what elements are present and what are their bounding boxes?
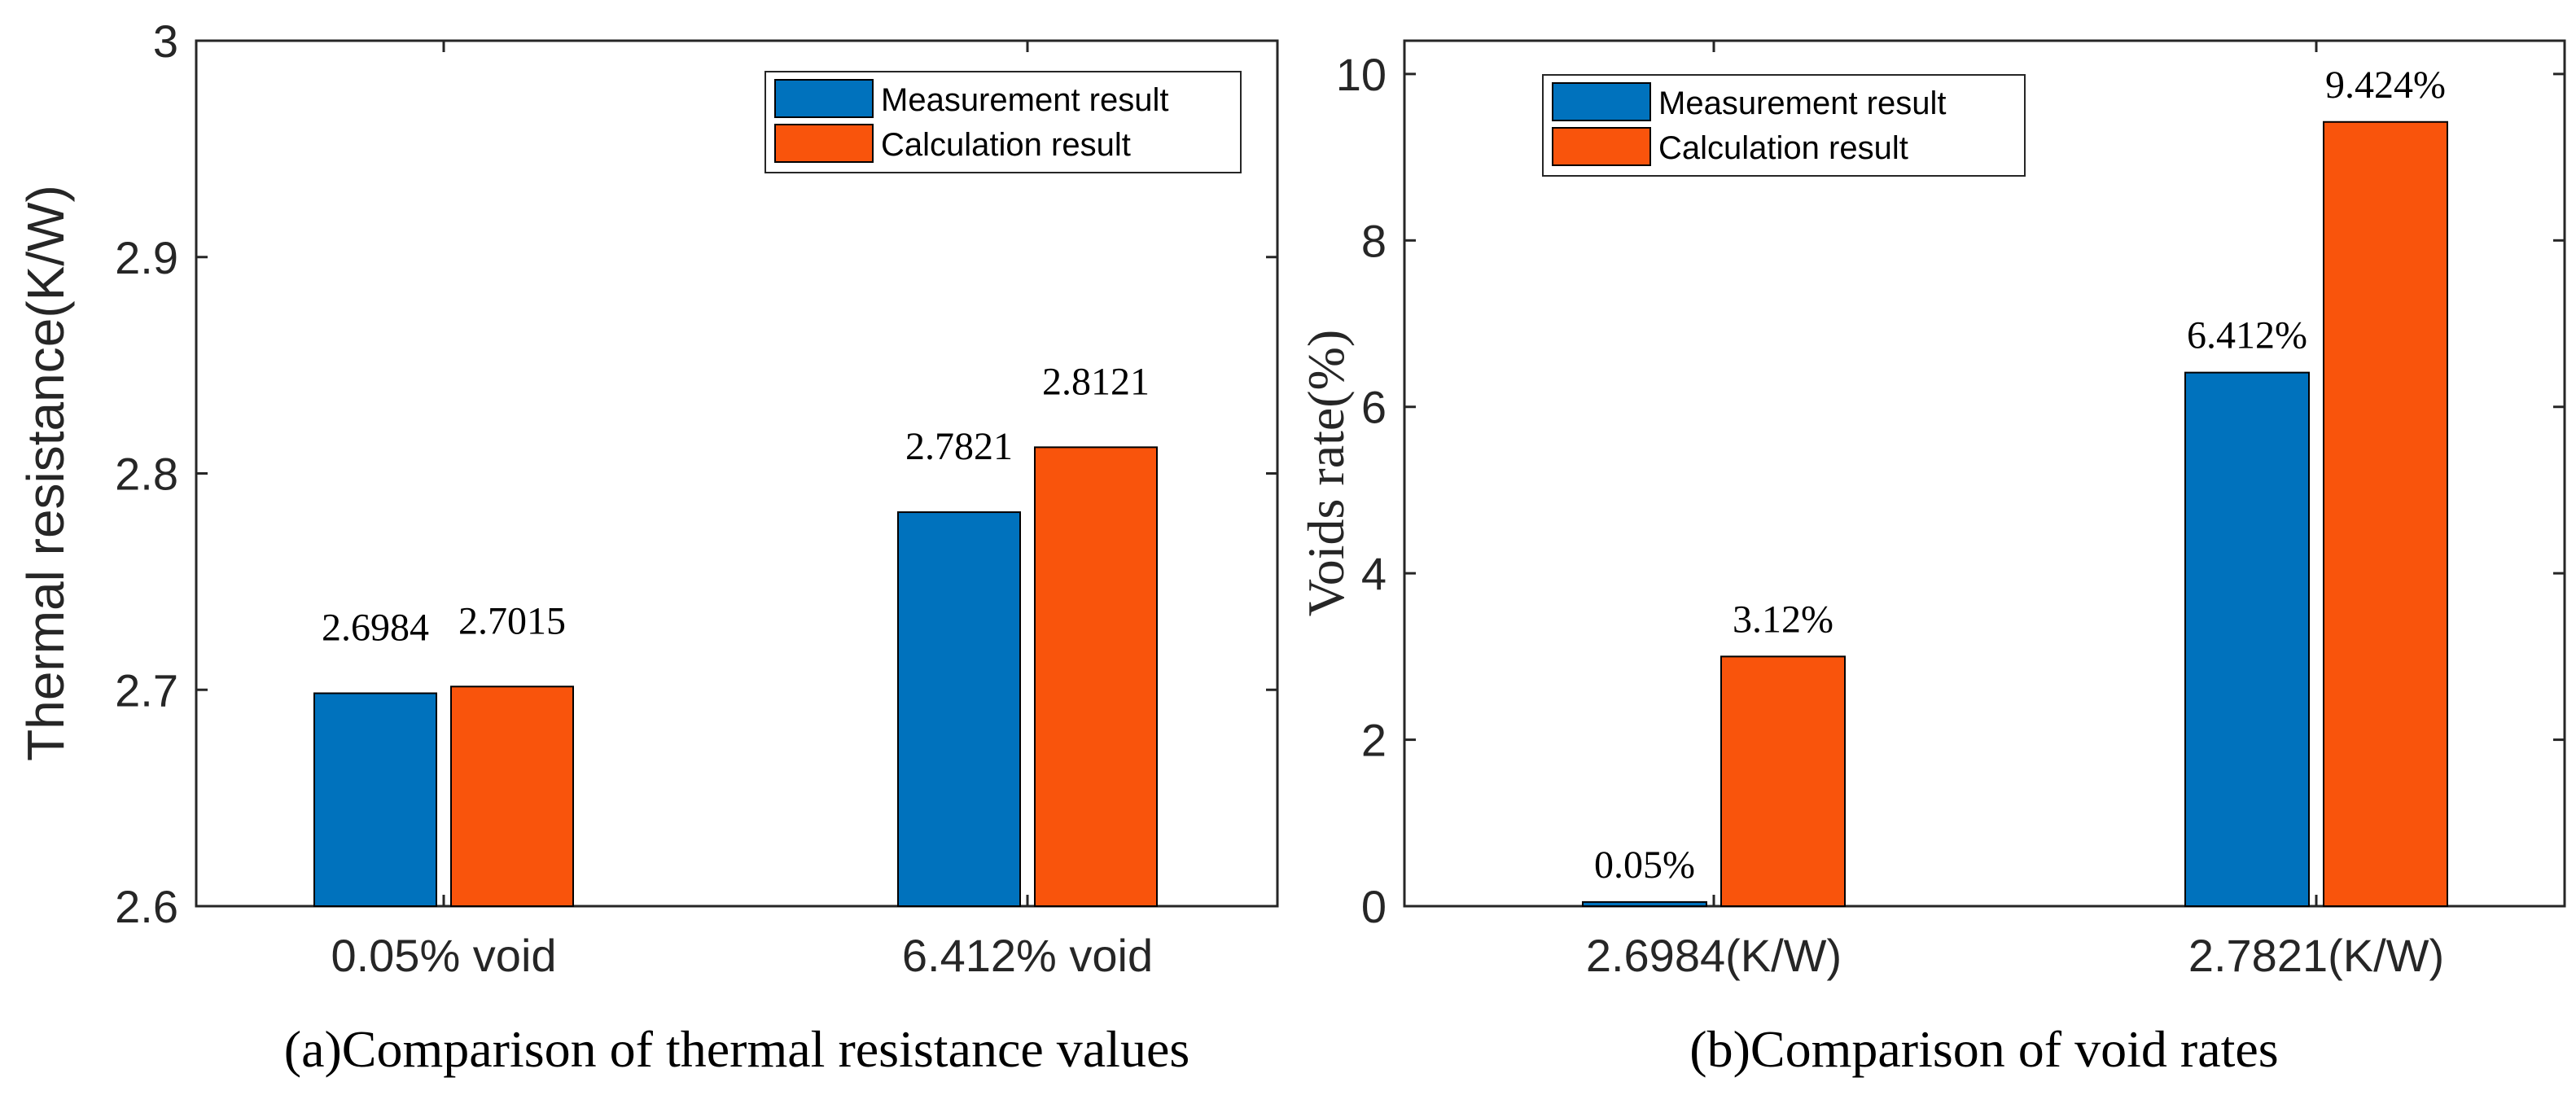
legend-swatch <box>774 79 874 118</box>
data-label: 9.424% <box>2325 64 2446 107</box>
y-tick-label: 10 <box>1336 49 1387 100</box>
x-tick-label: 0.05% void <box>331 930 556 981</box>
bar-calculation <box>2323 120 2448 907</box>
chart-b: 0 2 4 6 8 10 2.6984(K/W) 2.7821(K/W) Voids rate(… <box>1297 39 2566 1078</box>
bar-calculation <box>1720 655 1846 907</box>
chart-caption: (b)Comparison of void rates <box>1689 1020 2278 1078</box>
bar-measurement <box>2184 371 2310 907</box>
data-label: 6.412% <box>2187 314 2307 357</box>
y-tick-label: 2.8 <box>115 449 178 500</box>
y-tick-label: 2.9 <box>115 232 178 283</box>
y-tick-label: 6 <box>1361 382 1387 433</box>
y-tick-label: 0 <box>1361 881 1387 932</box>
bar-measurement <box>313 692 437 907</box>
y-axis-label: Thermal resistance(K/W) <box>16 185 75 761</box>
data-label: 2.7015 <box>458 599 566 642</box>
data-label: 2.7821 <box>905 425 1013 468</box>
legend-swatch <box>1552 127 1651 166</box>
y-tick-label: 3 <box>153 15 178 67</box>
legend-entry: Measurement result <box>881 82 1168 118</box>
y-axis-label: Voids rate(%) <box>1297 330 1355 617</box>
legend-swatch <box>774 124 874 163</box>
bar-calculation <box>450 686 574 907</box>
bar-measurement <box>897 511 1021 908</box>
y-tick-label: 2.7 <box>115 664 178 716</box>
legend-entry: Measurement result <box>1658 85 1946 121</box>
y-tick-label: 8 <box>1361 215 1387 266</box>
bar-calculation <box>1034 446 1158 907</box>
x-tick-label: 6.412% void <box>902 930 1153 981</box>
chart-a: 2.6 2.7 2.8 2.9 3 0.05% void 6.412% void Therma… <box>16 15 1279 1078</box>
bar-measurement <box>1582 900 1707 907</box>
legend: Measurement result Calculation result <box>1542 74 2026 177</box>
chart-caption: (a)Comparison of thermal resistance valu… <box>284 1020 1190 1078</box>
data-label: 0.05% <box>1594 843 1695 887</box>
data-label: 3.12% <box>1733 598 1833 641</box>
x-tick-label: 2.7821(K/W) <box>2188 930 2444 981</box>
data-label: 2.6984 <box>322 607 429 650</box>
y-tick-label: 2.6 <box>115 881 178 932</box>
legend-swatch <box>1552 82 1651 121</box>
data-label: 2.8121 <box>1042 360 1150 403</box>
x-tick-label: 2.6984(K/W) <box>1586 930 1842 981</box>
legend-entry: Calculation result <box>1658 130 1908 166</box>
y-tick-label: 4 <box>1361 548 1387 599</box>
legend-entry: Calculation result <box>881 127 1131 163</box>
legend: Measurement result Calculation result <box>764 71 1242 173</box>
y-tick-label: 2 <box>1361 715 1387 766</box>
